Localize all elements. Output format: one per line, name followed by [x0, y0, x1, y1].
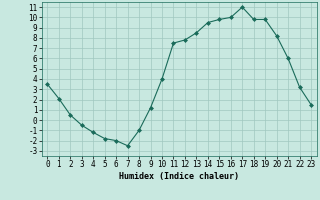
X-axis label: Humidex (Indice chaleur): Humidex (Indice chaleur) — [119, 172, 239, 181]
